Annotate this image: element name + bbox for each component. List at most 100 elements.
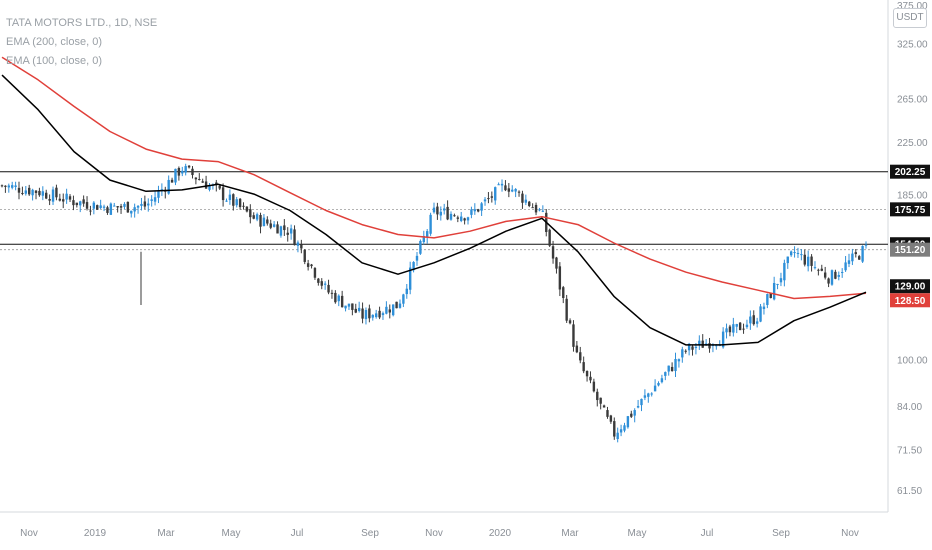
candle-body [425,231,429,238]
candle-body [330,292,334,294]
candle-body [286,232,289,235]
candle-body [623,425,626,431]
candle-body [857,256,861,260]
price-tag-bg [890,279,930,294]
candle-body [89,210,92,212]
candle-body [48,198,51,201]
candle-body [252,215,255,219]
time-axis[interactable]: Nov 2019 Mar May Jul Sep Nov 2020 Mar May Jul Sep No… [20,528,859,539]
candle-body [119,206,123,208]
candle-body [422,236,425,243]
candle-body [174,168,177,183]
candle-body [728,326,732,333]
candle-body [0,185,4,187]
candle-body [715,345,718,347]
candle-body [551,246,555,259]
candle-body [500,183,504,186]
symbol-title[interactable]: TATA MOTORS LTD., 1D, NSE [6,17,158,29]
candle-body [759,306,762,322]
candle-body [579,352,582,361]
candle-body [191,168,194,176]
candle-body [204,181,208,189]
candle-body [7,185,11,188]
ema200-legend[interactable]: EMA (200, close, 0) [6,36,102,48]
candle-body [11,185,14,188]
ema100-legend[interactable]: EMA (100, close, 0) [6,55,102,67]
price-tag-label: 129.00 [895,282,926,293]
candle-body [738,322,742,331]
candle-body [582,362,585,372]
candle-body [170,179,174,183]
candle-body [749,316,752,324]
price-tick-label: 84.00 [897,402,922,413]
price-axis[interactable]: 375.00 325.00 265.00 225.00 185.00 100.00 84.0… [0,0,928,513]
candle-body [548,229,551,246]
candle-body [657,382,660,386]
candle-body [667,365,670,372]
candle-body [351,303,354,310]
candle-body [742,328,745,330]
time-tick-label: Nov [20,528,38,539]
candle-body [334,292,337,303]
candle-body [762,306,766,310]
candle-body [436,206,439,215]
candle-body [854,252,857,255]
indicator-legend: TATA MOTORS LTD., 1D, NSE EMA (200, clos… [6,14,157,71]
candle-body [24,190,28,194]
candle-body [585,371,589,377]
time-tick-label: Sep [361,528,379,539]
candle-body [293,229,296,246]
candle-body [38,190,41,196]
candle-body [653,385,657,392]
candle-body [21,192,24,194]
candle-body [402,294,405,304]
time-tick-label: Mar [157,528,175,539]
time-tick-label: Mar [561,528,579,539]
time-tick-label: 2019 [84,528,107,539]
candle-body [371,314,374,318]
candle-body [834,271,837,279]
candle-body [606,410,609,417]
candle-body [497,184,500,186]
candle-body [633,410,636,416]
candle-body [55,187,58,198]
candle-body [187,165,191,168]
candle-body [670,366,674,371]
candle-body [194,177,198,180]
candle-body [772,283,776,300]
candle-body [732,324,735,333]
candle-body [147,203,150,206]
candle-body [725,328,728,333]
candle-body [511,189,514,192]
candle-body [279,226,283,236]
candle-body [79,201,82,206]
candle-body [45,192,48,199]
price-tick-label: 61.50 [897,486,922,497]
candle-body [310,264,313,267]
candle-body [769,293,772,298]
candle-body [820,268,823,271]
candle-body [470,209,473,215]
candle-body [361,308,364,319]
price-tag-label: 128.50 [895,296,926,307]
candle-body [75,202,79,206]
candle-body [313,268,317,278]
candle-body [534,204,538,213]
candle-body [419,240,422,254]
candle-body [453,215,456,217]
candle-body [568,320,572,324]
currency-badge[interactable]: USDT [893,8,927,28]
time-tick-label: Nov [425,528,443,539]
candle-body [565,298,568,321]
candle-body [735,324,738,327]
candle-body [517,191,521,193]
candle-body [157,190,160,198]
candle-body [354,308,357,313]
candle-body [177,167,181,176]
candle-body [840,272,844,274]
candle-body [218,185,221,189]
candle-body [303,249,306,262]
candle-body [456,217,460,219]
